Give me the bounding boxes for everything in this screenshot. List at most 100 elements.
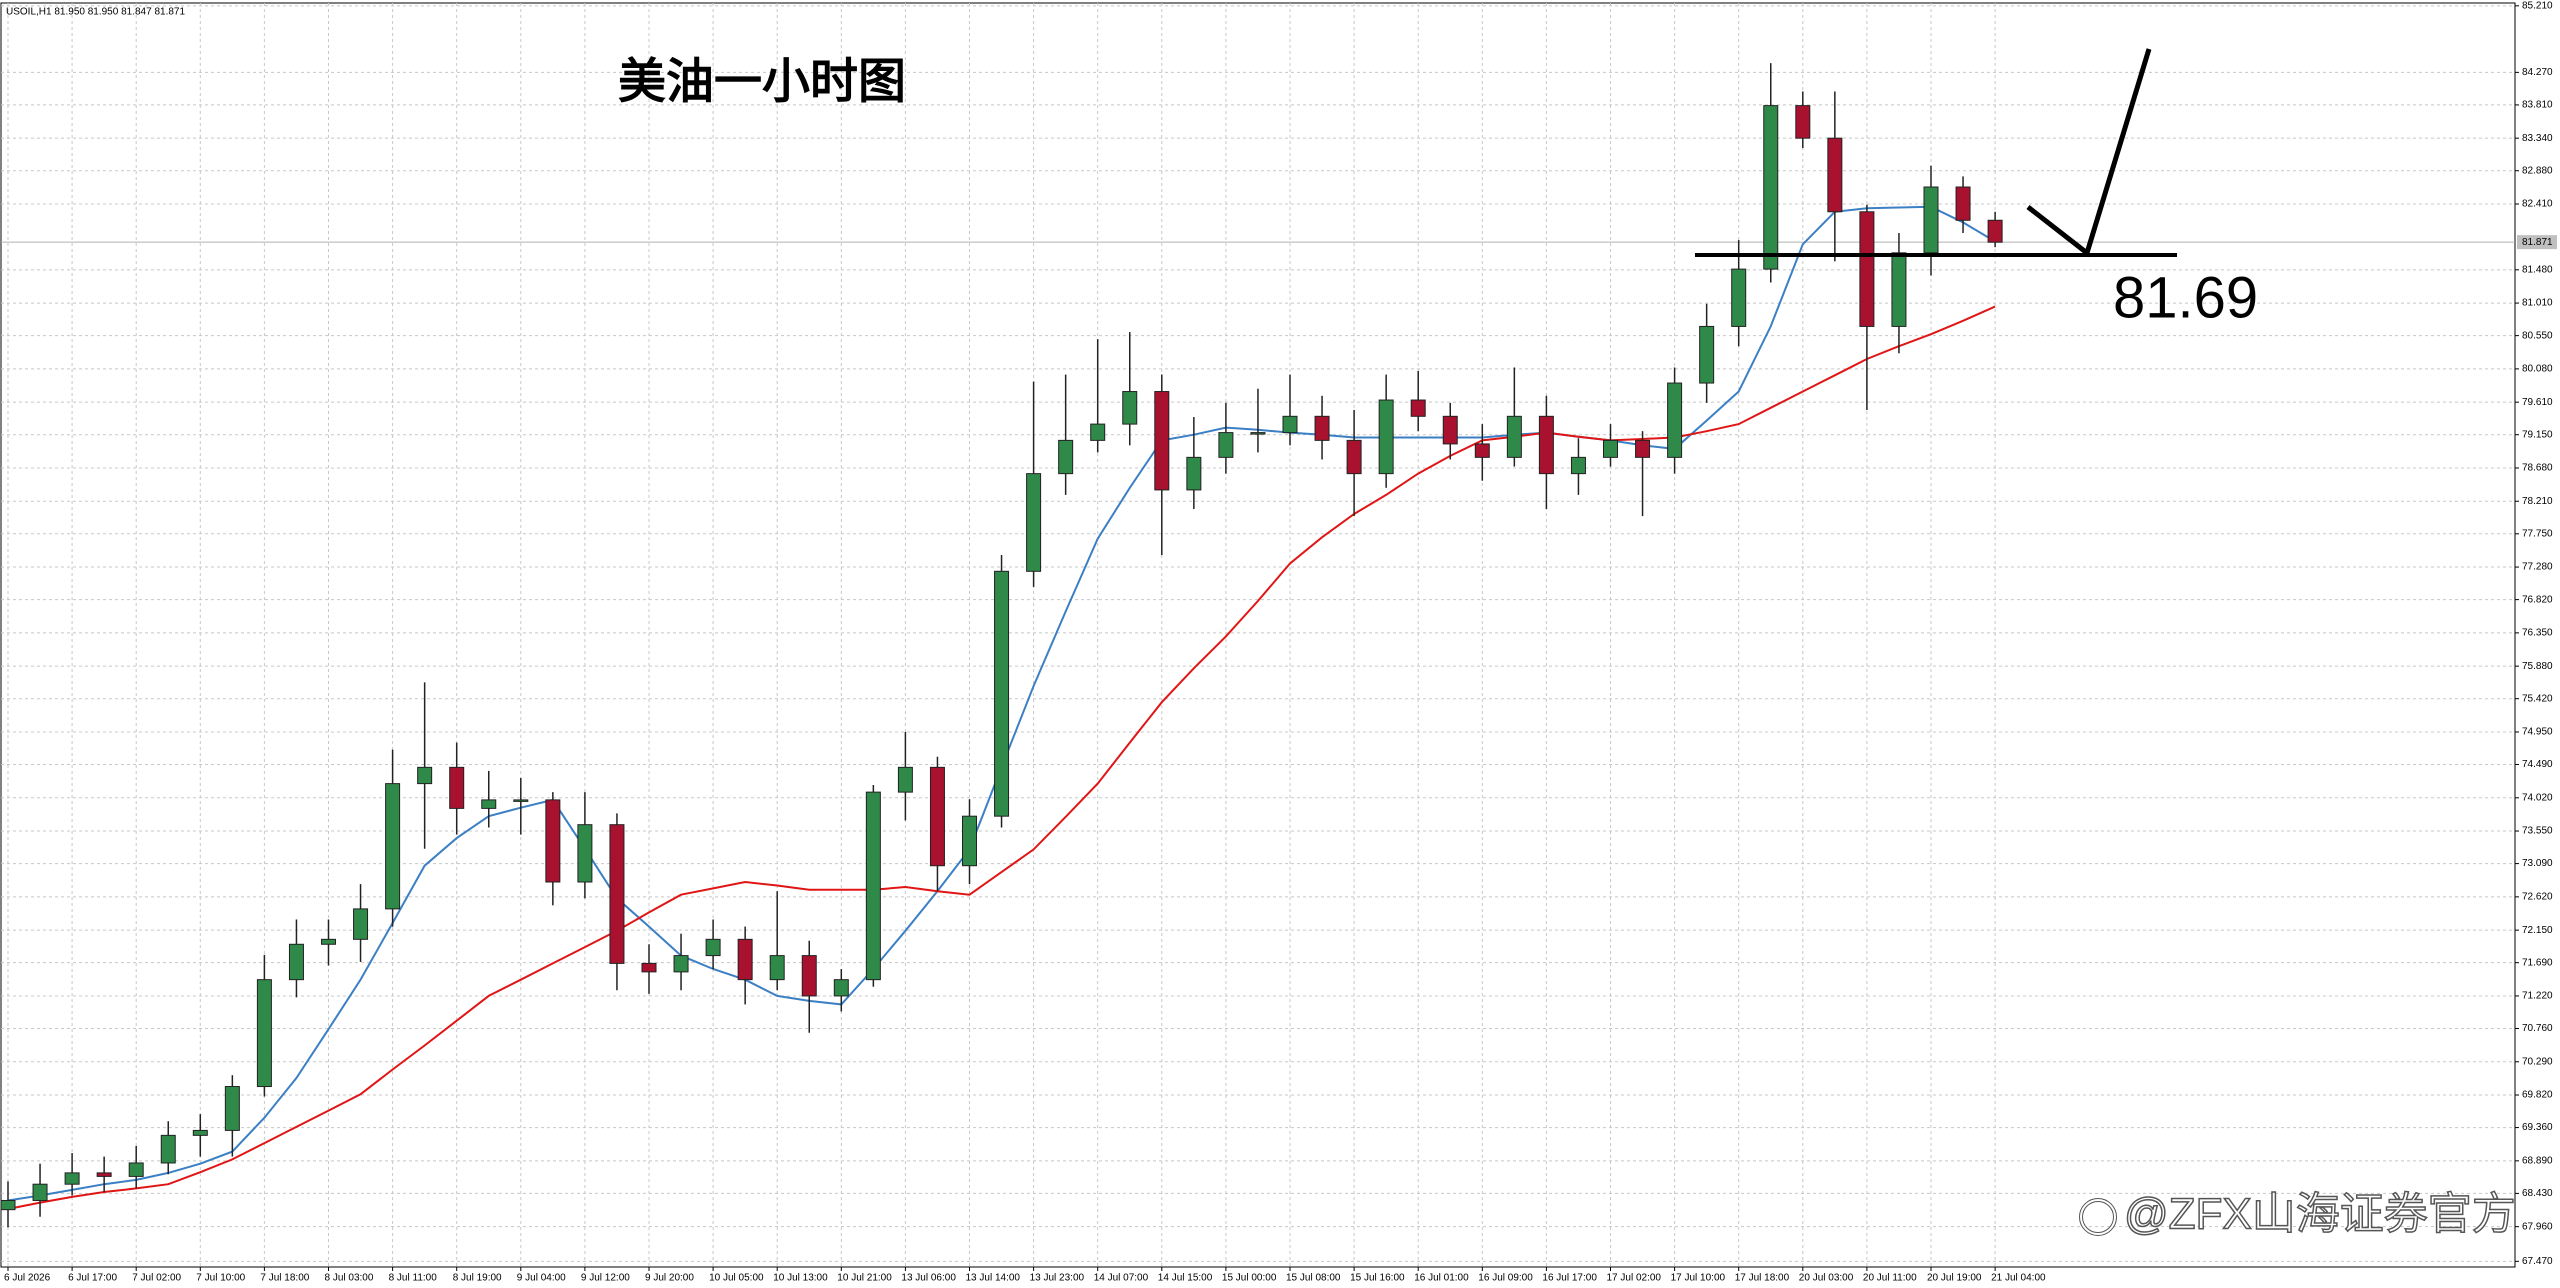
candle-body xyxy=(737,938,753,981)
candle-body xyxy=(1827,137,1843,213)
y-tick-label: 82.410 xyxy=(2522,199,2553,210)
candle-body xyxy=(417,766,433,785)
x-tick-label: 20 Jul 11:00 xyxy=(1863,1273,1917,1284)
candle-body xyxy=(833,979,849,997)
check-arrow xyxy=(2026,48,2152,258)
y-tick-label: 72.150 xyxy=(2522,925,2553,936)
x-tick-label: 7 Jul 10:00 xyxy=(196,1273,245,1284)
marks xyxy=(0,63,2177,1228)
x-tick-label: 15 Jul 00:00 xyxy=(1222,1273,1277,1284)
x-tick-label: 14 Jul 15:00 xyxy=(1158,1273,1213,1284)
candle-body xyxy=(1923,186,1939,254)
candle-body xyxy=(962,815,977,867)
last-price-label: 81.871 xyxy=(2522,237,2553,248)
labels: 85.210 84.270 83.810 83.340 82.880 82.410 81.4… xyxy=(4,0,2557,1284)
candle-body xyxy=(1635,439,1651,458)
y-tick-label: 73.090 xyxy=(2522,858,2553,869)
plot-frame xyxy=(0,2,2516,1268)
y-tick-label: 68.430 xyxy=(2522,1188,2553,1199)
candle-body xyxy=(1795,105,1811,139)
candle-body xyxy=(353,908,369,940)
y-tick-label: 80.080 xyxy=(2522,364,2553,375)
x-tick-label: 21 Jul 04:00 xyxy=(1991,1273,2046,1284)
watermark-logo xyxy=(2079,1198,2117,1236)
y-tick-label: 79.150 xyxy=(2522,429,2553,440)
candle-body xyxy=(801,955,817,997)
y-tick-label: 67.470 xyxy=(2522,1256,2553,1267)
candle-body xyxy=(1442,415,1458,445)
y-tick-label: 74.950 xyxy=(2522,727,2553,738)
y-tick-label: 78.680 xyxy=(2522,463,2553,474)
candle-body xyxy=(64,1172,80,1185)
x-tick-label: 20 Jul 03:00 xyxy=(1799,1273,1854,1284)
candle-body xyxy=(1699,325,1715,384)
candle-body xyxy=(1667,382,1683,458)
candle-body xyxy=(513,799,529,802)
candle-body xyxy=(1218,432,1234,458)
x-tick-label: 10 Jul 21:00 xyxy=(837,1273,892,1284)
y-tick-label: 82.880 xyxy=(2522,165,2553,176)
x-tick-label: 17 Jul 10:00 xyxy=(1671,1273,1726,1284)
y-tick-label: 83.340 xyxy=(2522,133,2553,144)
candle-body xyxy=(577,824,593,883)
y-tick-label: 77.750 xyxy=(2522,528,2553,539)
candle-body xyxy=(1955,186,1971,221)
x-tick-label: 15 Jul 08:00 xyxy=(1286,1273,1341,1284)
candle-body xyxy=(1250,432,1266,435)
y-tick-label: 85.210 xyxy=(2522,0,2553,11)
candle-body xyxy=(128,1162,144,1177)
moving-average xyxy=(7,305,1996,1210)
candle-body xyxy=(1506,415,1522,458)
candle-body xyxy=(705,938,721,957)
candle-body xyxy=(673,955,689,973)
candle-body xyxy=(288,943,304,981)
watermark: @ZFX山海证券官方 xyxy=(2124,1190,2516,1239)
y-tick-label: 74.020 xyxy=(2522,792,2553,803)
candle-body xyxy=(1186,456,1202,491)
chart-header: USOIL,H1 81.950 81.950 81.847 81.871 xyxy=(6,7,185,18)
candle-body xyxy=(1378,399,1394,475)
candle-body xyxy=(641,962,657,973)
candle-body xyxy=(160,1134,176,1164)
candle-body xyxy=(32,1183,48,1201)
x-tick-label: 13 Jul 06:00 xyxy=(901,1273,956,1284)
y-tick-label: 69.360 xyxy=(2522,1122,2553,1133)
candle-body xyxy=(96,1172,112,1177)
candle-body xyxy=(929,766,945,867)
x-tick-label: 14 Jul 07:00 xyxy=(1094,1273,1149,1284)
candle-body xyxy=(385,783,401,910)
candle-body xyxy=(481,799,497,809)
candle-body xyxy=(1603,439,1618,458)
candle-body xyxy=(1474,443,1490,458)
x-tick-label: 9 Jul 12:00 xyxy=(581,1273,630,1284)
y-tick-label: 68.890 xyxy=(2522,1155,2553,1166)
candle-body xyxy=(449,766,465,809)
y-tick-label: 75.420 xyxy=(2522,693,2553,704)
y-tick-label: 72.620 xyxy=(2522,891,2553,902)
candle-body xyxy=(256,979,272,1088)
x-tick-label: 16 Jul 01:00 xyxy=(1414,1273,1469,1284)
y-tick-label: 83.810 xyxy=(2522,100,2553,111)
x-tick-label: 17 Jul 18:00 xyxy=(1735,1273,1790,1284)
candle-body xyxy=(1538,415,1554,475)
x-tick-label: 9 Jul 20:00 xyxy=(645,1273,694,1284)
x-tick-label: 8 Jul 19:00 xyxy=(453,1273,502,1284)
y-tick-label: 69.820 xyxy=(2522,1090,2553,1101)
candle-body xyxy=(321,938,336,945)
candle-body xyxy=(1282,415,1298,434)
candle-body xyxy=(1154,391,1170,491)
x-tick-label: 9 Jul 04:00 xyxy=(517,1273,566,1284)
y-tick-label: 71.220 xyxy=(2522,991,2553,1002)
candle-body xyxy=(1763,105,1779,270)
y-tick-label: 67.960 xyxy=(2522,1221,2553,1232)
x-tick-label: 6 Jul 17:00 xyxy=(68,1273,117,1284)
y-tick-label: 81.010 xyxy=(2522,298,2553,309)
x-tick-label: 7 Jul 02:00 xyxy=(132,1273,181,1284)
x-tick-label: 13 Jul 14:00 xyxy=(966,1273,1021,1284)
candle-body xyxy=(1891,252,1907,327)
candle-body xyxy=(1570,456,1586,475)
candle-body xyxy=(1314,415,1330,441)
y-tick-label: 70.760 xyxy=(2522,1023,2553,1034)
candle-body xyxy=(1346,439,1362,475)
